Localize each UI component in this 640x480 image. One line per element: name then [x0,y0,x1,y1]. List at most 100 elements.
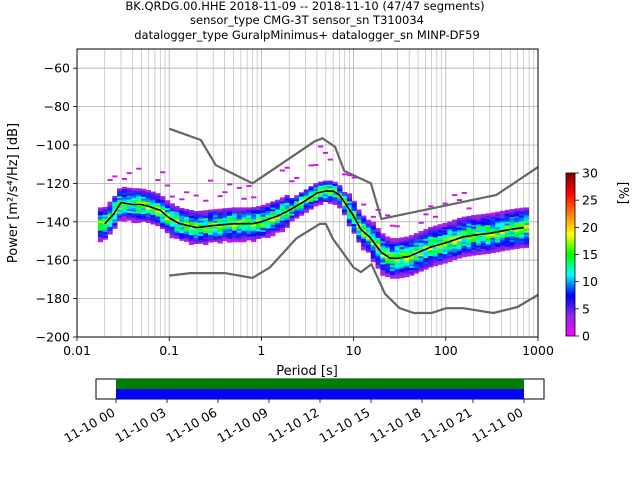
heatmap-cell [361,232,367,236]
timeline-tick-label: 11-10 21 [418,405,474,446]
heatmap-cell [356,209,362,212]
heatmap-cell [227,209,233,212]
heatmap-cell [327,180,333,183]
heatmap-cell [432,233,439,236]
heatmap-cell [370,252,376,255]
heatmap-cell [294,210,300,213]
heatmap-cell [117,205,123,208]
heatmap-cell [121,194,128,197]
heatmap-cell [260,227,266,231]
heatmap-cell [385,274,391,278]
heatmap-cell [279,203,286,206]
heatmap-cell [169,224,175,227]
heatmap-cell [399,270,405,273]
heatmap-cell [107,205,113,208]
heatmap-cell [351,210,357,213]
heatmap-cell [246,236,252,239]
heatmap-cell [255,206,262,209]
heatmap-cell [428,263,434,266]
heatmap-cell [519,209,525,212]
heatmap-cell [380,256,386,259]
heatmap-cell [485,234,491,237]
heatmap-cell [164,219,171,222]
heatmap-cell [241,218,247,222]
heatmap-cell [523,224,530,227]
heatmap-cell [495,225,501,228]
heatmap-cell [150,205,156,208]
heatmap-cell [184,212,190,216]
heatmap-cell [327,197,333,201]
heatmap-cell [236,234,242,237]
heatmap-cell [255,219,262,222]
heatmap-cell [432,248,439,251]
heatmap-cell [136,205,142,208]
heatmap-cell [389,272,396,275]
heatmap-cell [365,233,372,236]
heatmap-cell [150,220,156,223]
heatmap-cell [394,240,400,243]
heatmap-cell [155,220,161,223]
heatmap-cell [131,195,137,199]
heatmap-cell [471,216,477,220]
heatmap-cell [495,228,501,232]
heatmap-cell [342,195,348,199]
heatmap-cell [466,217,472,220]
heatmap-cell [332,189,338,192]
heatmap-cell [404,259,410,262]
heatmap-cell [270,218,276,221]
heatmap-cell [404,261,410,264]
heatmap-cell [423,255,429,259]
heatmap-cell [351,212,357,215]
heatmap-cell [499,224,506,227]
heatmap-cell [107,179,113,181]
heatmap-cell [160,209,166,212]
heatmap-cell [499,216,506,219]
heatmap-cell [212,234,218,237]
heatmap-cell [265,235,271,238]
heatmap-cell [404,267,410,270]
heatmap-cell [476,231,482,234]
heatmap-cell [442,251,448,254]
heatmap-cell [389,240,396,243]
heatmap-cell [136,192,142,195]
heatmap-cell [452,223,458,226]
heatmap-cell [442,224,448,228]
heatmap-cell [456,246,463,249]
heatmap-cell [222,213,228,217]
heatmap-cell [370,244,376,247]
heatmap-cell [456,219,463,223]
heatmap-cell [409,242,415,246]
heatmap-cell [428,261,434,264]
heatmap-cell [495,213,501,216]
heatmap-cell [107,209,113,212]
heatmap-cell [409,271,415,274]
heatmap-cell [208,223,214,226]
heatmap-cell [169,220,175,223]
heatmap-cell [121,207,128,211]
heatmap-cell [327,182,333,185]
heatmap-cell [212,239,218,243]
heatmap-cell [447,259,453,262]
heatmap-cell [126,189,132,192]
heatmap-cell [413,240,420,243]
heatmap-cell [337,188,343,192]
heatmap-cell [394,245,400,249]
heatmap-cell [423,232,429,236]
heatmap-cell [471,245,477,248]
heatmap-cell [203,217,209,221]
heatmap-cell [136,218,142,222]
heatmap-cell [452,236,458,240]
heatmap-cell [351,231,357,234]
heatmap-cell [356,211,362,214]
heatmap-cell [342,193,348,197]
heatmap-cell [485,249,491,253]
heatmap-cell [289,215,295,218]
heatmap-cell [246,185,252,187]
heatmap-cell [509,218,515,221]
heatmap-cell [485,222,491,226]
heatmap-cell [365,229,372,232]
heatmap-cell [461,216,467,219]
heatmap-cell [255,229,262,232]
heatmap-cell [442,232,448,235]
heatmap-cell [164,221,171,224]
